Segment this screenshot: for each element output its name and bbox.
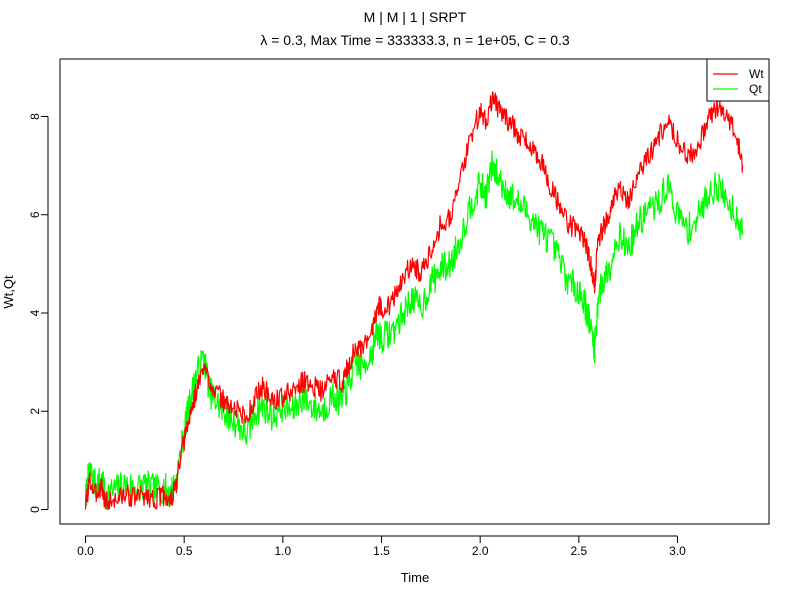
- series-layer: [84, 91, 744, 511]
- x-tick-label: 2.5: [570, 544, 587, 558]
- x-tick-label: 0.5: [176, 544, 193, 558]
- y-tick-label: 0: [28, 506, 42, 513]
- series-line-qt: [84, 150, 744, 510]
- y-tick-label: 4: [28, 309, 42, 316]
- x-axis: 0.0 0.5 1.0 1.5 2.0 2.5 3.0: [77, 535, 686, 558]
- y-axis: 0 2 4 6 8: [28, 113, 49, 513]
- legend-box: [706, 58, 770, 102]
- y-tick-label: 2: [28, 408, 42, 415]
- legend: Wt Qt: [706, 58, 770, 102]
- chart-title: M | M | 1 | SRPT: [364, 9, 467, 25]
- x-tick-label: 0.0: [77, 544, 94, 558]
- legend-label-wt: Wt: [749, 67, 764, 81]
- x-tick-label: 3.0: [669, 544, 686, 558]
- x-axis-label: Time: [401, 570, 429, 585]
- plot-frame: [59, 58, 770, 525]
- x-tick-label: 1.0: [274, 544, 291, 558]
- x-tick-label: 2.0: [472, 544, 489, 558]
- x-tick-label: 1.5: [373, 544, 390, 558]
- series-line-wt: [84, 91, 744, 511]
- chart-subtitle: λ = 0.3, Max Time = 333333.3, n = 1e+05,…: [260, 32, 570, 48]
- y-axis-label: Wt,Qt: [1, 275, 16, 309]
- legend-label-qt: Qt: [749, 82, 762, 96]
- y-tick-label: 8: [28, 113, 42, 120]
- y-tick-label: 6: [28, 211, 42, 218]
